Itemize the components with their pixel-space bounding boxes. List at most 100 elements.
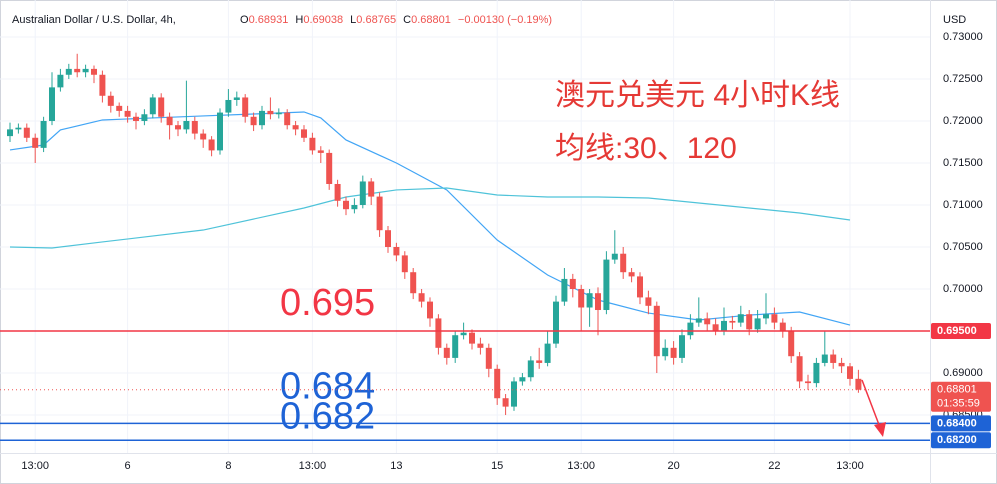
candle-body bbox=[191, 120, 198, 134]
candle-body bbox=[158, 97, 165, 117]
grid: 0.73000 0.72500 0.72000 0.71500 0.71000 0.705… bbox=[0, 0, 983, 472]
y-tick-label: 0.69000 bbox=[943, 367, 983, 379]
y-tick-label: 0.70500 bbox=[943, 241, 983, 253]
candle-body bbox=[788, 331, 795, 357]
y-tick-label: 0.73000 bbox=[943, 31, 983, 43]
price-badge bbox=[931, 415, 991, 432]
line-annotation: 0.684 bbox=[280, 365, 375, 407]
candle-body bbox=[317, 150, 324, 153]
symbol: Australian Dollar / U.S. Dollar, 4h, bbox=[12, 14, 176, 26]
price-badge-label: 0.68400 bbox=[937, 417, 977, 429]
candle-body bbox=[99, 74, 106, 96]
candle-body bbox=[418, 293, 425, 302]
candle-body bbox=[149, 97, 156, 115]
candle-body bbox=[15, 127, 22, 130]
candle-body bbox=[469, 332, 475, 344]
candle-body bbox=[561, 278, 568, 302]
candle-body bbox=[485, 347, 492, 369]
o-label: O bbox=[240, 14, 249, 26]
candle-body bbox=[729, 320, 736, 323]
candle-body bbox=[65, 68, 72, 75]
candle-body bbox=[385, 230, 391, 247]
x-tick-label: 15 bbox=[491, 460, 503, 472]
candle-body bbox=[443, 347, 450, 358]
candle-body bbox=[74, 68, 81, 73]
candle-body bbox=[830, 354, 837, 363]
candle-body bbox=[477, 343, 484, 348]
candle-body bbox=[687, 322, 694, 336]
candle-body bbox=[494, 368, 501, 399]
candle-body bbox=[527, 360, 534, 378]
change: −0.00130 (−0.19%) bbox=[458, 14, 552, 26]
currency-label: USD bbox=[943, 14, 966, 26]
candle-body bbox=[351, 204, 358, 210]
candle-body bbox=[376, 196, 383, 231]
candle-body bbox=[166, 116, 173, 126]
candle-body bbox=[754, 318, 761, 330]
candle-body bbox=[452, 335, 459, 358]
candle-body bbox=[343, 200, 349, 210]
y-tick-label: 0.71000 bbox=[943, 199, 983, 211]
candle-body bbox=[679, 335, 685, 358]
candle-body bbox=[569, 278, 576, 290]
candle-body bbox=[275, 112, 282, 115]
candle-body bbox=[334, 183, 341, 201]
annotation-title: 澳元兑美元 4小时K线 bbox=[555, 79, 840, 112]
candle-body bbox=[124, 110, 131, 117]
candle-body bbox=[250, 116, 257, 126]
l-value: 0.68765 bbox=[356, 14, 396, 26]
candle-body bbox=[645, 297, 652, 306]
y-tick-label: 0.70000 bbox=[943, 283, 983, 295]
arrow-head bbox=[874, 422, 886, 437]
candle-body bbox=[771, 314, 778, 323]
candle-body bbox=[175, 125, 181, 130]
candle-body bbox=[23, 127, 30, 138]
x-tick-label: 22 bbox=[768, 460, 780, 472]
candle-body bbox=[284, 112, 291, 126]
candle-body bbox=[637, 276, 643, 298]
candle-body bbox=[628, 272, 635, 277]
candle-body bbox=[359, 181, 366, 205]
candle-body bbox=[763, 314, 769, 319]
price-badge-label: 0.69500 bbox=[937, 325, 977, 337]
candle-body bbox=[40, 120, 47, 148]
candle-body bbox=[7, 129, 13, 137]
candle-body bbox=[544, 343, 551, 363]
candle-body bbox=[553, 301, 559, 344]
candle-body bbox=[737, 314, 744, 323]
candle-body bbox=[225, 99, 232, 113]
h-label: H bbox=[295, 14, 303, 26]
price-badge bbox=[931, 432, 991, 449]
candle-body bbox=[368, 181, 375, 197]
x-tick-label: 13 bbox=[390, 460, 402, 472]
candle-body bbox=[460, 332, 467, 336]
last-price-badge bbox=[931, 381, 991, 412]
annotation-subtitle: 均线:30、120 bbox=[555, 132, 737, 165]
moving-average bbox=[9, 187, 851, 249]
x-tick-label: 20 bbox=[667, 460, 679, 472]
candle-body bbox=[620, 253, 627, 273]
candle-body bbox=[200, 133, 207, 140]
candle-body bbox=[410, 272, 417, 294]
candle-body bbox=[259, 110, 265, 126]
candle-body bbox=[267, 110, 274, 115]
candle-body bbox=[57, 74, 64, 88]
candle-body bbox=[32, 137, 39, 148]
candle-body bbox=[141, 114, 148, 121]
y-tick-label: 0.72000 bbox=[943, 115, 983, 127]
candle-body bbox=[838, 362, 845, 367]
l-label: L bbox=[350, 14, 356, 26]
price-badge bbox=[931, 323, 991, 340]
candle-body bbox=[805, 381, 811, 384]
candle-body bbox=[82, 68, 89, 73]
candle-body bbox=[796, 356, 803, 382]
candle-body bbox=[401, 255, 408, 273]
y-tick-label: 0.71500 bbox=[943, 157, 983, 169]
candle-body bbox=[292, 125, 299, 130]
candle-body bbox=[133, 116, 139, 121]
candle-body bbox=[595, 293, 601, 311]
candle-body bbox=[301, 129, 307, 138]
x-tick-label: 6 bbox=[125, 460, 131, 472]
